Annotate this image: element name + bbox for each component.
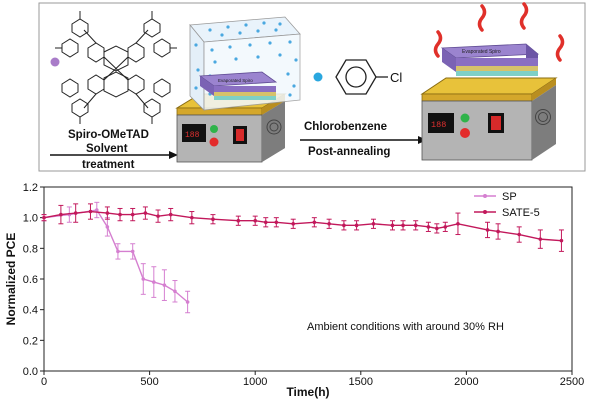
x-tick-label: 2000 bbox=[454, 376, 478, 388]
axis-ticks: 0 500 1000 1500 2000 2500 0.0 0.2 0.4 0.6 0.8 1.0 1.… bbox=[23, 182, 585, 388]
hotplate-right: 188 bbox=[420, 77, 558, 161]
series-sate5 bbox=[41, 203, 564, 252]
step2-label: Post-annealing bbox=[308, 146, 390, 158]
chart-annotation: Ambient conditions with around 30% RH bbox=[307, 321, 504, 333]
data-point bbox=[426, 225, 431, 229]
series-line-sate5 bbox=[43, 210, 562, 242]
annealed-film: Evaporated Spiro bbox=[440, 43, 540, 76]
y-tick-label: 0.8 bbox=[23, 243, 38, 255]
data-point bbox=[168, 212, 173, 217]
data-point bbox=[312, 220, 317, 225]
data-point bbox=[105, 211, 110, 215]
data-point bbox=[156, 214, 160, 218]
x-tick-label: 1000 bbox=[243, 376, 267, 388]
data-point bbox=[162, 283, 167, 287]
series-sp bbox=[41, 201, 191, 314]
y-tick-label: 1.2 bbox=[23, 182, 38, 194]
data-point bbox=[274, 220, 279, 225]
data-point bbox=[73, 211, 78, 215]
data-point bbox=[173, 289, 177, 294]
film-label-left: Evaporated Spiro bbox=[218, 78, 253, 83]
x-axis-label: Time(h) bbox=[286, 385, 329, 399]
legend-marker-sate5 bbox=[483, 210, 487, 214]
data-point bbox=[143, 211, 148, 215]
legend-label-sate5: SATE-5 bbox=[502, 207, 540, 219]
data-point bbox=[263, 220, 268, 225]
data-point bbox=[342, 223, 346, 228]
data-point bbox=[211, 217, 215, 221]
data-point bbox=[253, 218, 257, 223]
data-point bbox=[401, 223, 405, 228]
svg-text:188: 188 bbox=[185, 131, 200, 140]
step1-arrow-head bbox=[169, 151, 178, 159]
data-point bbox=[559, 238, 564, 243]
chlorine-label: Cl bbox=[390, 70, 402, 85]
x-tick-label: 500 bbox=[140, 376, 158, 388]
molecule-label: Spiro-OMeTAD bbox=[68, 129, 149, 141]
data-point bbox=[236, 218, 241, 223]
step1-label-line1: Solvent bbox=[86, 143, 128, 155]
data-point bbox=[517, 232, 521, 237]
data-point bbox=[190, 215, 194, 220]
data-point bbox=[291, 222, 296, 226]
y-axis-label: Normalized PCE bbox=[4, 233, 18, 326]
data-point bbox=[88, 209, 93, 214]
y-tick-label: 0.6 bbox=[23, 274, 38, 286]
y-tick-label: 0.2 bbox=[23, 335, 38, 347]
x-tick-label: 1500 bbox=[349, 376, 373, 388]
data-point bbox=[354, 223, 359, 228]
data-point bbox=[456, 222, 460, 226]
film-label-right: Evaporated Spiro bbox=[462, 49, 501, 55]
data-point bbox=[485, 228, 490, 232]
data-point bbox=[327, 222, 331, 226]
data-point bbox=[435, 226, 439, 231]
series-line-sp bbox=[43, 209, 189, 303]
svg-text:188: 188 bbox=[431, 120, 446, 130]
data-point bbox=[59, 212, 63, 217]
data-point bbox=[496, 229, 500, 234]
step1-label-line2: treatment bbox=[82, 159, 135, 171]
data-point bbox=[538, 237, 543, 241]
data-point bbox=[118, 212, 122, 217]
series-layer bbox=[41, 201, 564, 314]
legend-marker-sp bbox=[483, 194, 487, 198]
y-tick-label: 1.0 bbox=[23, 213, 38, 225]
solvent-marker-dot bbox=[313, 72, 323, 82]
data-point bbox=[95, 208, 99, 212]
data-point bbox=[130, 212, 135, 217]
data-point bbox=[390, 223, 395, 228]
heat-waves-icon bbox=[433, 2, 565, 62]
data-point bbox=[443, 225, 448, 229]
solvent-label: Chlorobenzene bbox=[304, 121, 387, 133]
data-point bbox=[141, 277, 146, 281]
data-point bbox=[413, 223, 418, 228]
molecule-marker-dot bbox=[50, 57, 60, 67]
data-point bbox=[116, 249, 120, 254]
y-tick-label: 0.4 bbox=[23, 305, 38, 317]
data-point bbox=[371, 222, 376, 226]
chlorobenzene-structure bbox=[335, 59, 388, 95]
solvent-box: Evaporated Spiro bbox=[189, 16, 301, 111]
data-point bbox=[152, 280, 156, 284]
x-tick-label: 0 bbox=[41, 376, 47, 388]
data-point bbox=[42, 215, 46, 220]
data-point bbox=[130, 249, 135, 254]
y-tick-label: 0.0 bbox=[23, 366, 38, 378]
legend-label-sp: SP bbox=[502, 191, 517, 203]
x-tick-label: 2500 bbox=[560, 376, 584, 388]
legend: SP SATE-5 bbox=[474, 191, 540, 219]
spiro-ometad-structure bbox=[55, 11, 177, 124]
hotplate-left: 188 bbox=[175, 93, 287, 163]
data-point bbox=[105, 225, 110, 229]
data-point bbox=[185, 300, 190, 304]
